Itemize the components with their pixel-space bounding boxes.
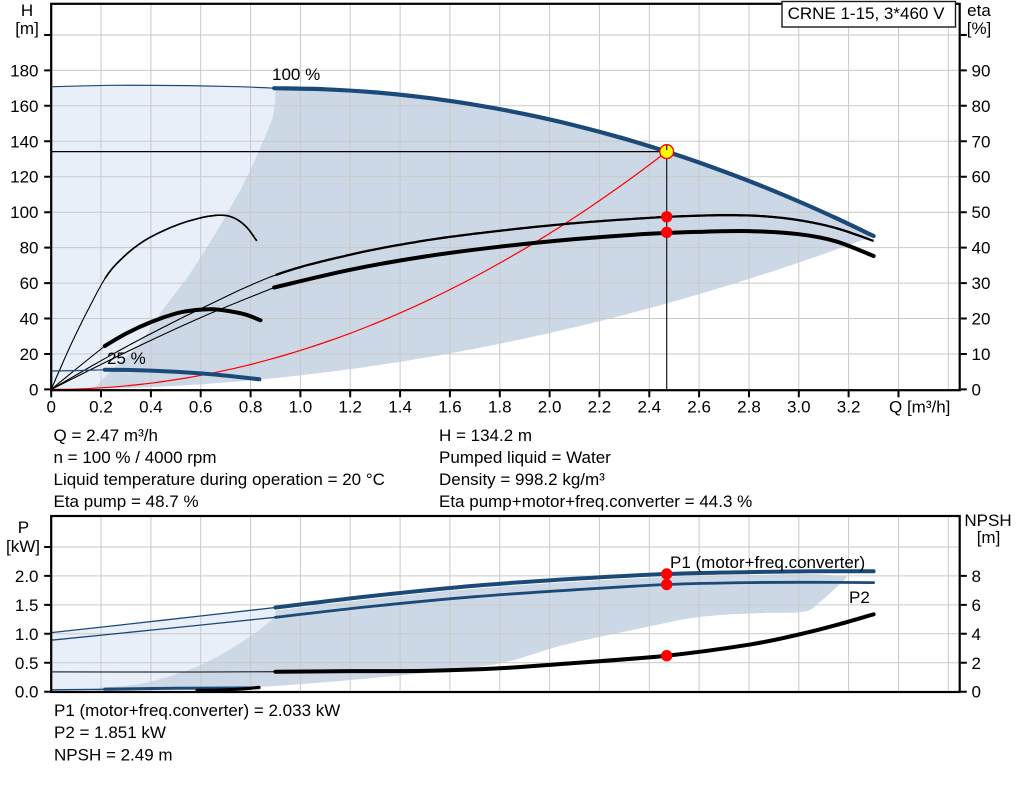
svg-text:2: 2 [972,654,981,673]
svg-text:25 %: 25 % [107,349,146,368]
svg-text:[m]: [m] [977,528,1001,547]
svg-text:30: 30 [972,274,991,293]
svg-text:140: 140 [10,132,38,151]
svg-text:Eta pump = 48.7 %: Eta pump = 48.7 % [54,492,199,511]
svg-text:1.0: 1.0 [289,398,313,417]
svg-text:50: 50 [972,203,991,222]
svg-text:eta: eta [967,1,991,20]
svg-text:2.6: 2.6 [687,398,711,417]
svg-text:0: 0 [972,683,981,702]
svg-text:NPSH = 2.49 m: NPSH = 2.49 m [54,745,173,764]
svg-text:0: 0 [972,380,981,399]
svg-text:180: 180 [10,61,38,80]
svg-text:40: 40 [20,310,39,329]
svg-text:n = 100 % / 4000 rpm: n = 100 % / 4000 rpm [54,448,217,467]
svg-text:H = 134.2 m: H = 134.2 m [439,426,532,445]
svg-text:CRNE 1-15, 3*460 V: CRNE 1-15, 3*460 V [788,4,946,23]
svg-text:3.0: 3.0 [787,398,811,417]
svg-text:100: 100 [10,203,38,222]
svg-text:2.2: 2.2 [588,398,612,417]
svg-text:P1 (motor+freq.converter) = 2.: P1 (motor+freq.converter) = 2.033 kW [54,701,340,720]
svg-text:1.2: 1.2 [338,398,362,417]
svg-text:Eta pump+motor+freq.converter: Eta pump+motor+freq.converter = 44.3 % [439,492,752,511]
svg-text:60: 60 [20,274,39,293]
svg-text:10: 10 [972,345,991,364]
svg-text:[kW]: [kW] [6,537,40,556]
svg-text:Liquid temperature during oper: Liquid temperature during operation = 20… [54,470,385,489]
svg-text:0.4: 0.4 [139,398,163,417]
svg-text:4: 4 [972,625,981,644]
svg-text:60: 60 [972,168,991,187]
svg-text:8: 8 [972,567,981,586]
svg-text:80: 80 [20,239,39,258]
svg-text:40: 40 [972,239,991,258]
svg-text:1.8: 1.8 [488,398,512,417]
svg-text:0: 0 [46,398,55,417]
svg-text:0.6: 0.6 [189,398,213,417]
svg-text:0: 0 [29,380,38,399]
svg-text:P: P [18,518,29,537]
svg-text:Q [m³/h]: Q [m³/h] [889,398,950,417]
svg-text:NPSH: NPSH [964,511,1011,530]
svg-text:1.5: 1.5 [15,596,39,615]
svg-text:2.0: 2.0 [15,567,39,586]
svg-text:0.2: 0.2 [89,398,113,417]
svg-text:0.5: 0.5 [15,654,39,673]
svg-text:Density = 998.2 kg/m³: Density = 998.2 kg/m³ [439,470,605,489]
svg-text:[%]: [%] [967,19,992,38]
svg-text:P2: P2 [849,588,870,607]
svg-text:P1 (motor+freq.converter): P1 (motor+freq.converter) [670,553,865,572]
svg-text:2.0: 2.0 [538,398,562,417]
svg-text:2.8: 2.8 [737,398,761,417]
svg-text:20: 20 [20,345,39,364]
svg-text:160: 160 [10,97,38,116]
svg-text:1.0: 1.0 [15,625,39,644]
svg-text:Pumped liquid = Water: Pumped liquid = Water [439,448,611,467]
svg-text:70: 70 [972,132,991,151]
svg-text:0.0: 0.0 [15,683,39,702]
svg-text:[m]: [m] [15,19,39,38]
svg-text:90: 90 [972,61,991,80]
svg-text:6: 6 [972,596,981,615]
svg-text:2.4: 2.4 [637,398,661,417]
svg-text:1.4: 1.4 [388,398,412,417]
svg-text:P2 = 1.851 kW: P2 = 1.851 kW [54,723,166,742]
svg-text:100 %: 100 % [272,65,320,84]
svg-text:0.8: 0.8 [239,398,263,417]
svg-text:H: H [21,1,33,20]
svg-text:80: 80 [972,97,991,116]
svg-text:20: 20 [972,310,991,329]
svg-text:Q = 2.47 m³/h: Q = 2.47 m³/h [54,426,158,445]
svg-text:1.6: 1.6 [438,398,462,417]
svg-text:3.2: 3.2 [837,398,861,417]
svg-text:120: 120 [10,168,38,187]
